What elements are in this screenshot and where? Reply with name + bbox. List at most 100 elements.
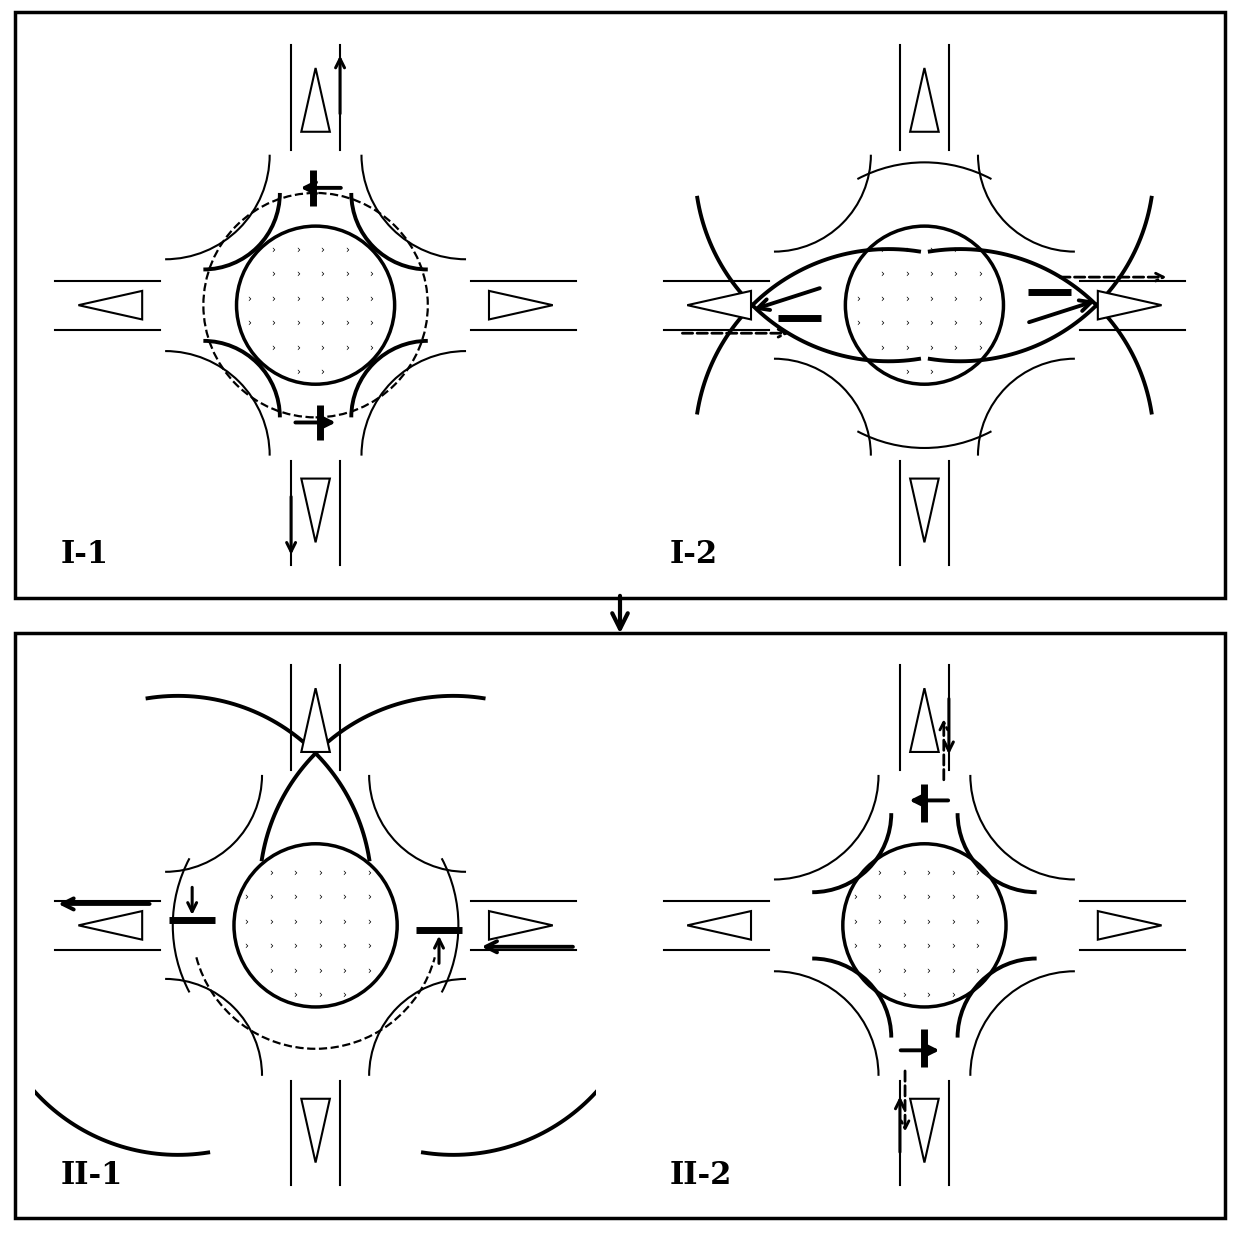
Text: ›: › xyxy=(317,965,321,975)
Text: ›: › xyxy=(345,269,348,279)
Polygon shape xyxy=(910,1099,939,1163)
Text: ›: › xyxy=(878,965,882,975)
Text: ›: › xyxy=(901,916,906,926)
Text: ›: › xyxy=(929,244,932,254)
Text: ›: › xyxy=(976,891,980,901)
Text: ›: › xyxy=(296,269,300,279)
Text: ›: › xyxy=(293,990,298,1000)
Text: ›: › xyxy=(342,891,346,901)
Text: ›: › xyxy=(293,916,298,926)
Text: ›: › xyxy=(296,367,300,377)
Text: ›: › xyxy=(367,891,371,901)
Text: ›: › xyxy=(905,269,909,279)
Polygon shape xyxy=(1097,911,1162,940)
Text: ›: › xyxy=(370,318,373,328)
Text: ›: › xyxy=(901,891,906,901)
Polygon shape xyxy=(910,688,939,752)
Text: ›: › xyxy=(247,293,250,303)
Text: ›: › xyxy=(901,965,906,975)
Text: ›: › xyxy=(296,318,300,328)
Text: ›: › xyxy=(878,891,882,901)
Text: ›: › xyxy=(976,916,980,926)
Text: ›: › xyxy=(954,244,957,254)
Text: ›: › xyxy=(342,990,346,1000)
Text: ›: › xyxy=(317,891,321,901)
Text: ›: › xyxy=(345,293,348,303)
Text: ›: › xyxy=(951,941,955,951)
Text: ›: › xyxy=(293,867,298,878)
Text: ›: › xyxy=(342,867,346,878)
Text: ›: › xyxy=(370,269,373,279)
Text: ›: › xyxy=(296,343,300,353)
Text: ›: › xyxy=(367,941,371,951)
Text: ›: › xyxy=(320,293,324,303)
Text: ›: › xyxy=(317,867,321,878)
Text: ›: › xyxy=(342,916,346,926)
Text: ›: › xyxy=(926,965,930,975)
Polygon shape xyxy=(301,1099,330,1163)
Polygon shape xyxy=(1097,291,1162,319)
Text: ›: › xyxy=(293,891,298,901)
Text: ›: › xyxy=(976,965,980,975)
Text: ›: › xyxy=(342,941,346,951)
Text: ›: › xyxy=(317,916,321,926)
Text: ›: › xyxy=(880,343,884,353)
Text: ›: › xyxy=(293,941,298,951)
Text: ›: › xyxy=(853,891,857,901)
Text: ›: › xyxy=(926,867,930,878)
Text: ›: › xyxy=(901,867,906,878)
Text: ›: › xyxy=(317,990,321,1000)
Text: ›: › xyxy=(880,318,884,328)
Text: ›: › xyxy=(929,318,932,328)
Text: ›: › xyxy=(978,343,982,353)
Text: ›: › xyxy=(951,965,955,975)
Polygon shape xyxy=(301,68,330,132)
Text: ›: › xyxy=(272,269,275,279)
Text: ›: › xyxy=(342,965,346,975)
Text: ›: › xyxy=(954,293,957,303)
Polygon shape xyxy=(489,911,553,940)
Text: ›: › xyxy=(905,244,909,254)
Text: ›: › xyxy=(320,244,324,254)
Text: ›: › xyxy=(367,965,371,975)
Text: ›: › xyxy=(929,367,932,377)
Text: ›: › xyxy=(269,891,273,901)
Text: ›: › xyxy=(926,990,930,1000)
Text: ›: › xyxy=(345,343,348,353)
Text: ›: › xyxy=(901,941,906,951)
Text: ›: › xyxy=(244,916,248,926)
Text: ›: › xyxy=(929,269,932,279)
Text: ›: › xyxy=(320,343,324,353)
Text: ›: › xyxy=(929,293,932,303)
Text: ›: › xyxy=(853,916,857,926)
Polygon shape xyxy=(910,68,939,132)
Text: ›: › xyxy=(951,867,955,878)
Text: ›: › xyxy=(954,318,957,328)
Polygon shape xyxy=(301,478,330,543)
Text: ›: › xyxy=(878,941,882,951)
Text: II-1: II-1 xyxy=(61,1159,123,1191)
Text: ›: › xyxy=(320,318,324,328)
Text: ›: › xyxy=(293,965,298,975)
Text: ›: › xyxy=(296,244,300,254)
Polygon shape xyxy=(687,911,751,940)
Polygon shape xyxy=(78,911,143,940)
Text: ›: › xyxy=(905,293,909,303)
Text: ›: › xyxy=(296,293,300,303)
Text: ›: › xyxy=(880,269,884,279)
Polygon shape xyxy=(78,291,143,319)
Text: ›: › xyxy=(856,318,859,328)
Text: ›: › xyxy=(878,916,882,926)
Text: ›: › xyxy=(978,269,982,279)
Text: ›: › xyxy=(269,867,273,878)
Text: ›: › xyxy=(244,941,248,951)
Text: ›: › xyxy=(905,367,909,377)
Text: ›: › xyxy=(853,941,857,951)
Text: ›: › xyxy=(370,343,373,353)
Text: ›: › xyxy=(976,867,980,878)
Text: ›: › xyxy=(878,867,882,878)
Text: ›: › xyxy=(269,916,273,926)
Text: ›: › xyxy=(317,941,321,951)
Text: ›: › xyxy=(929,343,932,353)
Text: ›: › xyxy=(926,891,930,901)
